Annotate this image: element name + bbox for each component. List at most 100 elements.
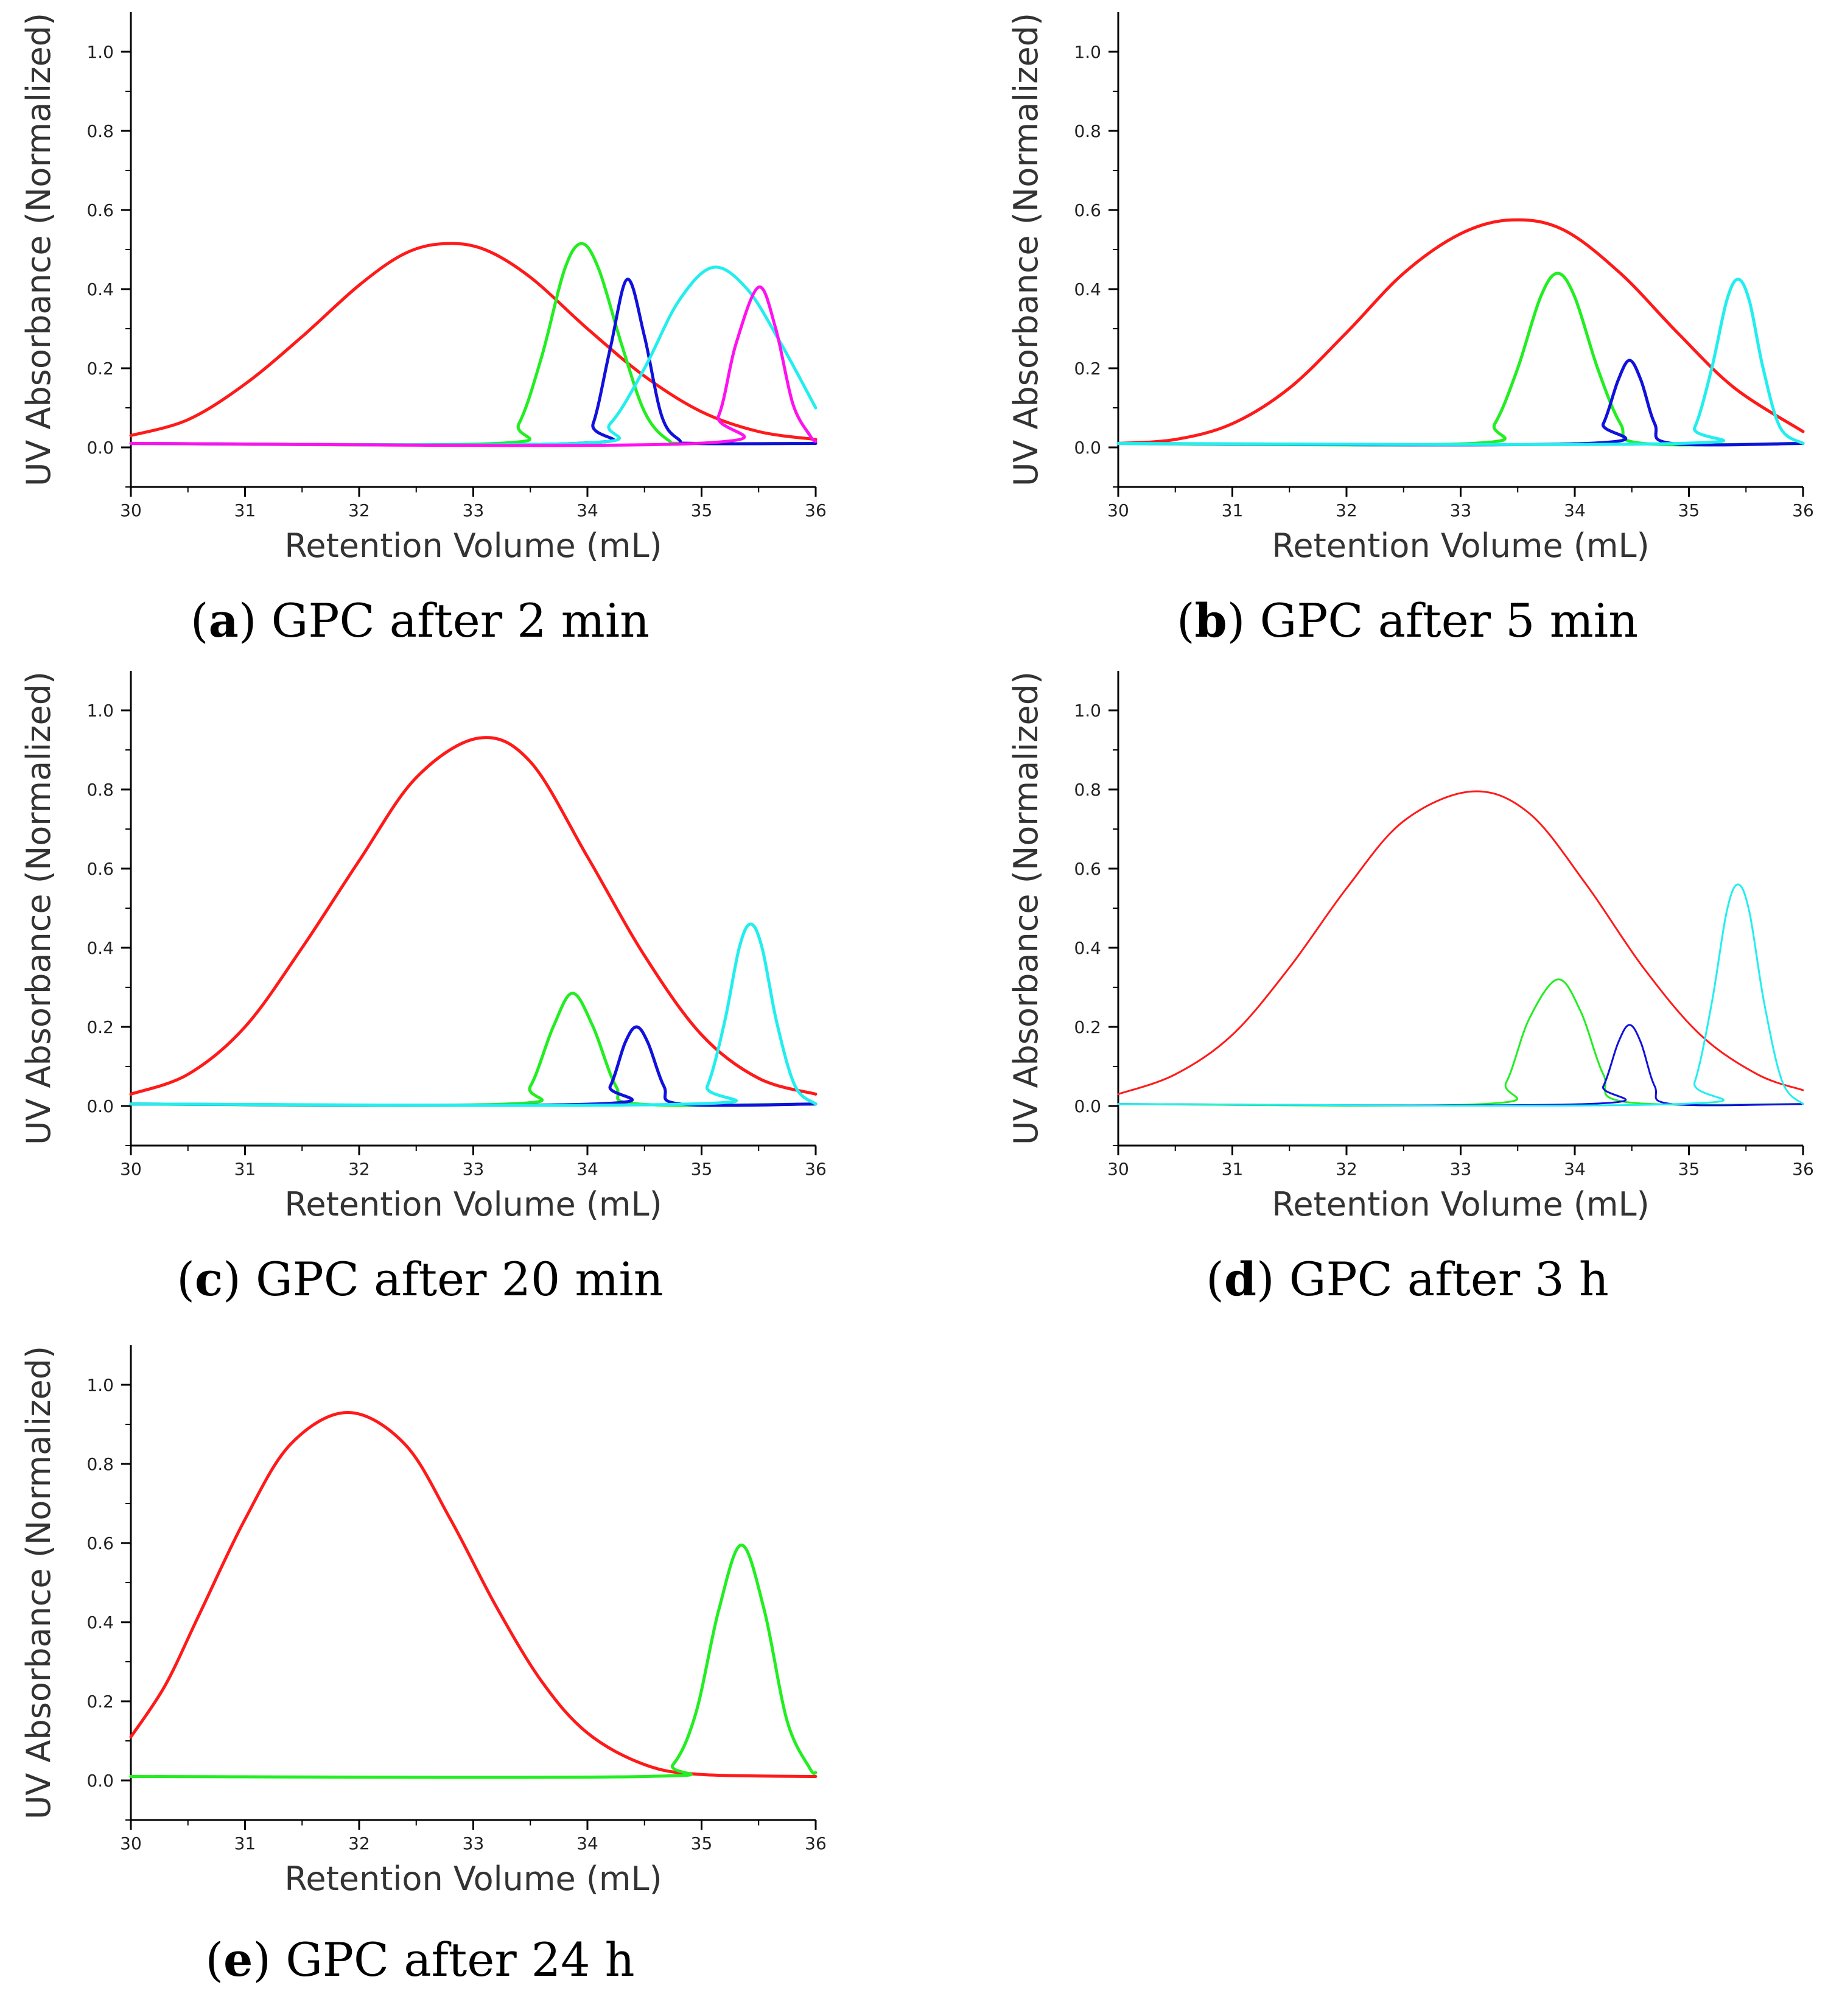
x-tick-label: 34 <box>576 1159 598 1179</box>
x-tick-label: 33 <box>1450 1159 1472 1179</box>
series-line-blue <box>1116 359 1805 447</box>
y-axis-title: UV Absorbance (Normalized) <box>19 671 58 1145</box>
x-tick-label: 35 <box>691 1159 713 1179</box>
x-tick-label: 30 <box>1107 500 1129 520</box>
y-tick-label: 1.0 <box>86 42 114 62</box>
y-tick-label: 0.2 <box>1074 1017 1101 1037</box>
y-tick-label: 0.8 <box>86 121 114 141</box>
y-tick-label: 0.0 <box>86 1771 114 1791</box>
series-line-red <box>129 736 818 1096</box>
x-tick-label: 35 <box>691 1833 713 1853</box>
caption-e: (e) GPC after 24 h <box>205 1933 635 1987</box>
x-tick-label: 31 <box>1222 500 1244 520</box>
series-line-blue <box>129 278 818 447</box>
y-tick-label: 0.8 <box>86 1454 114 1474</box>
x-tick-label: 33 <box>1450 500 1472 520</box>
x-tick-label: 34 <box>576 1833 598 1853</box>
x-axis-title: Retention Volume (mL) <box>284 1860 662 1898</box>
x-tick-label: 30 <box>120 1159 142 1179</box>
x-tick-label: 32 <box>1336 500 1357 520</box>
x-tick-label: 31 <box>1222 1159 1244 1179</box>
panel-c: 0.0 0.2 0.4 0.6 0.8 1.0 30 31 32 33 34 35 36 Retentio… <box>0 659 840 1306</box>
x-tick-label: 36 <box>805 1159 827 1179</box>
x-tick-label: 31 <box>234 1159 256 1179</box>
series-line-blue <box>1117 1024 1804 1107</box>
panel-a: 0.0 0.2 0.4 0.6 0.8 1.0 30 31 32 33 34 35 36 Retentio… <box>0 0 840 648</box>
chart-a: 0.0 0.2 0.4 0.6 0.8 1.0 30 31 32 33 34 35 36 Retentio… <box>19 12 827 565</box>
x-tick-label: 33 <box>463 1833 485 1853</box>
x-axis-title: Retention Volume (mL) <box>1272 527 1649 565</box>
y-tick-label: 0.6 <box>1074 859 1101 879</box>
y-tick-label: 0.8 <box>1074 780 1101 800</box>
x-tick-label: 30 <box>1107 1159 1129 1179</box>
x-axis-title: Retention Volume (mL) <box>284 527 662 565</box>
x-tick-label: 36 <box>805 500 827 520</box>
panel-e: 0.0 0.2 0.4 0.6 0.8 1.0 30 31 32 33 34 35 36 Retentio… <box>0 1333 840 1987</box>
y-tick-label: 0.0 <box>1074 1096 1101 1116</box>
y-tick-label: 1.0 <box>86 701 114 721</box>
series-line-red <box>1116 218 1805 445</box>
x-tick-label: 35 <box>691 500 713 520</box>
x-tick-label: 32 <box>348 1833 370 1853</box>
y-tick-label: 0.4 <box>86 938 114 958</box>
x-tick-label: 32 <box>1336 1159 1357 1179</box>
y-tick-label: 1.0 <box>1074 42 1101 62</box>
y-tick-label: 0.2 <box>86 359 114 379</box>
y-tick-label: 1.0 <box>86 1375 114 1395</box>
series-line-green <box>129 1543 818 1779</box>
y-tick-label: 0.6 <box>86 1533 114 1553</box>
caption-b: (b) GPC after 5 min <box>1176 593 1639 648</box>
series-line-green <box>129 242 818 447</box>
x-tick-label: 33 <box>463 500 485 520</box>
y-tick-label: 0.8 <box>86 780 114 800</box>
y-tick-label: 0.4 <box>86 279 114 299</box>
chart-b: 0.0 0.2 0.4 0.6 0.8 1.0 30 31 32 33 34 35 36 Retentio… <box>1007 12 1814 565</box>
caption-c: (c) GPC after 20 min <box>177 1252 664 1306</box>
y-tick-label: 1.0 <box>1074 701 1101 721</box>
x-tick-label: 35 <box>1678 500 1700 520</box>
chart-c: 0.0 0.2 0.4 0.6 0.8 1.0 30 31 32 33 34 35 36 Retentio… <box>19 671 827 1223</box>
x-tick-label: 36 <box>805 1833 827 1853</box>
x-tick-label: 33 <box>463 1159 485 1179</box>
panel-b: 0.0 0.2 0.4 0.6 0.8 1.0 30 31 32 33 34 35 36 Retentio… <box>987 0 1827 648</box>
y-tick-label: 0.4 <box>1074 938 1101 958</box>
series-line-red <box>129 242 818 441</box>
x-tick-label: 36 <box>1792 1159 1814 1179</box>
chart-d: 0.0 0.2 0.4 0.6 0.8 1.0 30 31 32 33 34 35 36 Retentio… <box>1007 671 1814 1223</box>
series-line-green <box>129 992 818 1107</box>
chart-e: 0.0 0.2 0.4 0.6 0.8 1.0 30 31 32 33 34 35 36 Retentio… <box>19 1345 827 1898</box>
panel-d: 0.0 0.2 0.4 0.6 0.8 1.0 30 31 32 33 34 35 36 Retentio… <box>987 659 1827 1306</box>
y-tick-label: 0.0 <box>1074 438 1101 458</box>
y-axis-title: UV Absorbance (Normalized) <box>19 13 58 486</box>
y-tick-label: 0.4 <box>1074 279 1101 299</box>
x-tick-label: 30 <box>120 500 142 520</box>
x-tick-label: 35 <box>1678 1159 1700 1179</box>
series-line-red <box>1117 790 1804 1095</box>
y-tick-label: 0.8 <box>1074 121 1101 141</box>
series-line-green <box>1116 271 1805 447</box>
y-tick-label: 0.2 <box>86 1692 114 1712</box>
x-axis-title: Retention Volume (mL) <box>1272 1185 1649 1223</box>
x-tick-label: 30 <box>120 1833 142 1853</box>
series-line-cyan <box>129 922 818 1107</box>
y-tick-label: 0.4 <box>86 1612 114 1633</box>
x-tick-label: 31 <box>234 1833 256 1853</box>
x-axis-title: Retention Volume (mL) <box>284 1185 662 1223</box>
x-tick-label: 34 <box>1564 500 1586 520</box>
series-line-red <box>129 1411 818 1778</box>
y-tick-label: 0.0 <box>86 438 114 458</box>
y-axis-title: UV Absorbance (Normalized) <box>1007 13 1045 486</box>
series-line-cyan <box>1117 883 1804 1107</box>
series-line-green <box>1117 978 1804 1107</box>
series-line-magenta <box>129 285 818 447</box>
y-tick-label: 0.0 <box>86 1096 114 1116</box>
y-tick-label: 0.6 <box>86 859 114 879</box>
y-tick-label: 0.2 <box>1074 359 1101 379</box>
x-tick-label: 36 <box>1792 500 1814 520</box>
y-tick-label: 0.6 <box>86 200 114 220</box>
caption-a: (a) GPC after 2 min <box>190 593 650 648</box>
y-axis-title: UV Absorbance (Normalized) <box>19 1346 58 1819</box>
x-tick-label: 32 <box>348 500 370 520</box>
x-tick-label: 34 <box>576 500 598 520</box>
series-line-cyan <box>1116 278 1805 446</box>
